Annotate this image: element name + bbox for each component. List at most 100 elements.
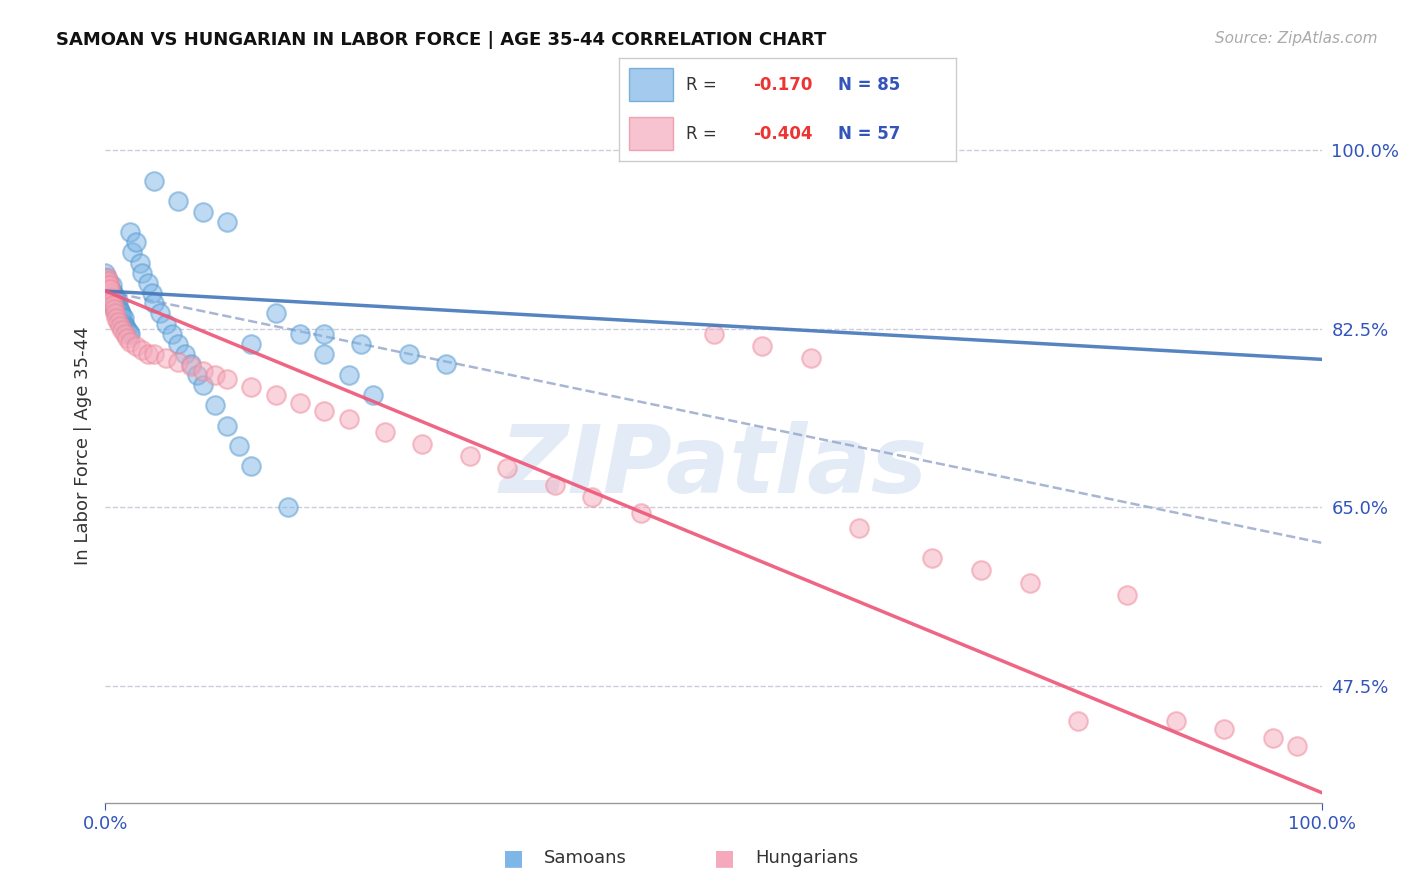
Point: [921, 551, 943, 566]
Point: [98, 281, 121, 295]
Point: [105, 298, 128, 312]
Point: [155, 351, 177, 366]
Point: [94, 274, 117, 288]
Point: [107, 315, 129, 329]
Point: [112, 317, 135, 331]
Point: [228, 439, 250, 453]
Text: R =: R =: [686, 125, 723, 143]
Point: [107, 306, 129, 320]
Point: [108, 302, 131, 317]
Point: [136, 276, 159, 290]
Point: [112, 310, 135, 325]
Point: [314, 404, 336, 418]
Point: [104, 296, 127, 310]
Point: [117, 331, 139, 345]
Point: [191, 377, 214, 392]
Point: [751, 339, 773, 353]
Point: [96, 269, 118, 284]
Point: [434, 358, 457, 372]
Point: [96, 281, 118, 295]
Point: [141, 286, 163, 301]
Y-axis label: In Labor Force | Age 35-44: In Labor Force | Age 35-44: [73, 326, 91, 566]
Point: [101, 292, 124, 306]
Text: Samoans: Samoans: [544, 849, 627, 867]
Point: [411, 437, 433, 451]
Point: [131, 343, 153, 358]
Point: [217, 418, 239, 433]
Point: [98, 276, 121, 290]
Point: [105, 310, 128, 325]
Point: [98, 282, 121, 296]
Point: [97, 274, 120, 288]
Point: [495, 461, 517, 475]
Point: [217, 372, 239, 386]
Point: [128, 255, 150, 269]
Point: [96, 277, 118, 292]
Point: [337, 368, 360, 382]
Point: [114, 318, 136, 333]
Point: [264, 306, 287, 320]
Point: [100, 296, 122, 310]
Point: [103, 302, 125, 317]
Point: [264, 388, 287, 402]
Point: [361, 388, 384, 402]
Point: [104, 290, 127, 304]
Point: [1164, 714, 1187, 729]
Point: [131, 266, 153, 280]
Point: [314, 347, 336, 361]
Point: [108, 304, 131, 318]
Point: [96, 286, 118, 301]
Point: [103, 301, 125, 315]
Point: [101, 298, 124, 312]
Point: [94, 270, 117, 285]
Point: [143, 296, 166, 310]
Point: [97, 277, 120, 292]
Point: [1261, 731, 1284, 745]
Point: [162, 326, 184, 341]
Point: [96, 276, 118, 290]
Point: [180, 358, 202, 372]
Point: [100, 277, 122, 292]
Point: [848, 520, 870, 534]
Point: [96, 270, 118, 285]
FancyBboxPatch shape: [628, 118, 672, 150]
Point: [149, 306, 172, 320]
Point: [97, 282, 120, 296]
Point: [108, 318, 131, 333]
Point: [117, 325, 139, 339]
Point: [98, 286, 121, 301]
Point: [240, 337, 263, 351]
Point: [217, 215, 239, 229]
Point: [155, 317, 177, 331]
Point: [114, 326, 136, 341]
Point: [101, 286, 124, 301]
Point: [277, 500, 299, 515]
Point: [143, 174, 166, 188]
Point: [167, 194, 190, 209]
Text: Hungarians: Hungarians: [755, 849, 858, 867]
Point: [1213, 723, 1236, 737]
Point: [630, 506, 652, 520]
Point: [288, 396, 311, 410]
Point: [118, 225, 141, 239]
Point: [98, 286, 121, 301]
Point: [240, 380, 263, 394]
Text: SAMOAN VS HUNGARIAN IN LABOR FORCE | AGE 35-44 CORRELATION CHART: SAMOAN VS HUNGARIAN IN LABOR FORCE | AGE…: [56, 31, 827, 49]
Point: [103, 294, 125, 309]
Text: R =: R =: [686, 76, 723, 94]
FancyBboxPatch shape: [628, 69, 672, 101]
Point: [136, 347, 159, 361]
Point: [98, 291, 121, 305]
Point: [111, 309, 134, 323]
Point: [110, 306, 132, 320]
Point: [115, 320, 138, 334]
Point: [103, 288, 125, 302]
Point: [337, 412, 360, 426]
Point: [104, 306, 127, 320]
Point: [702, 326, 725, 341]
Point: [118, 326, 141, 341]
Point: [314, 326, 336, 341]
Point: [94, 276, 117, 290]
Point: [186, 368, 208, 382]
Point: [100, 290, 122, 304]
